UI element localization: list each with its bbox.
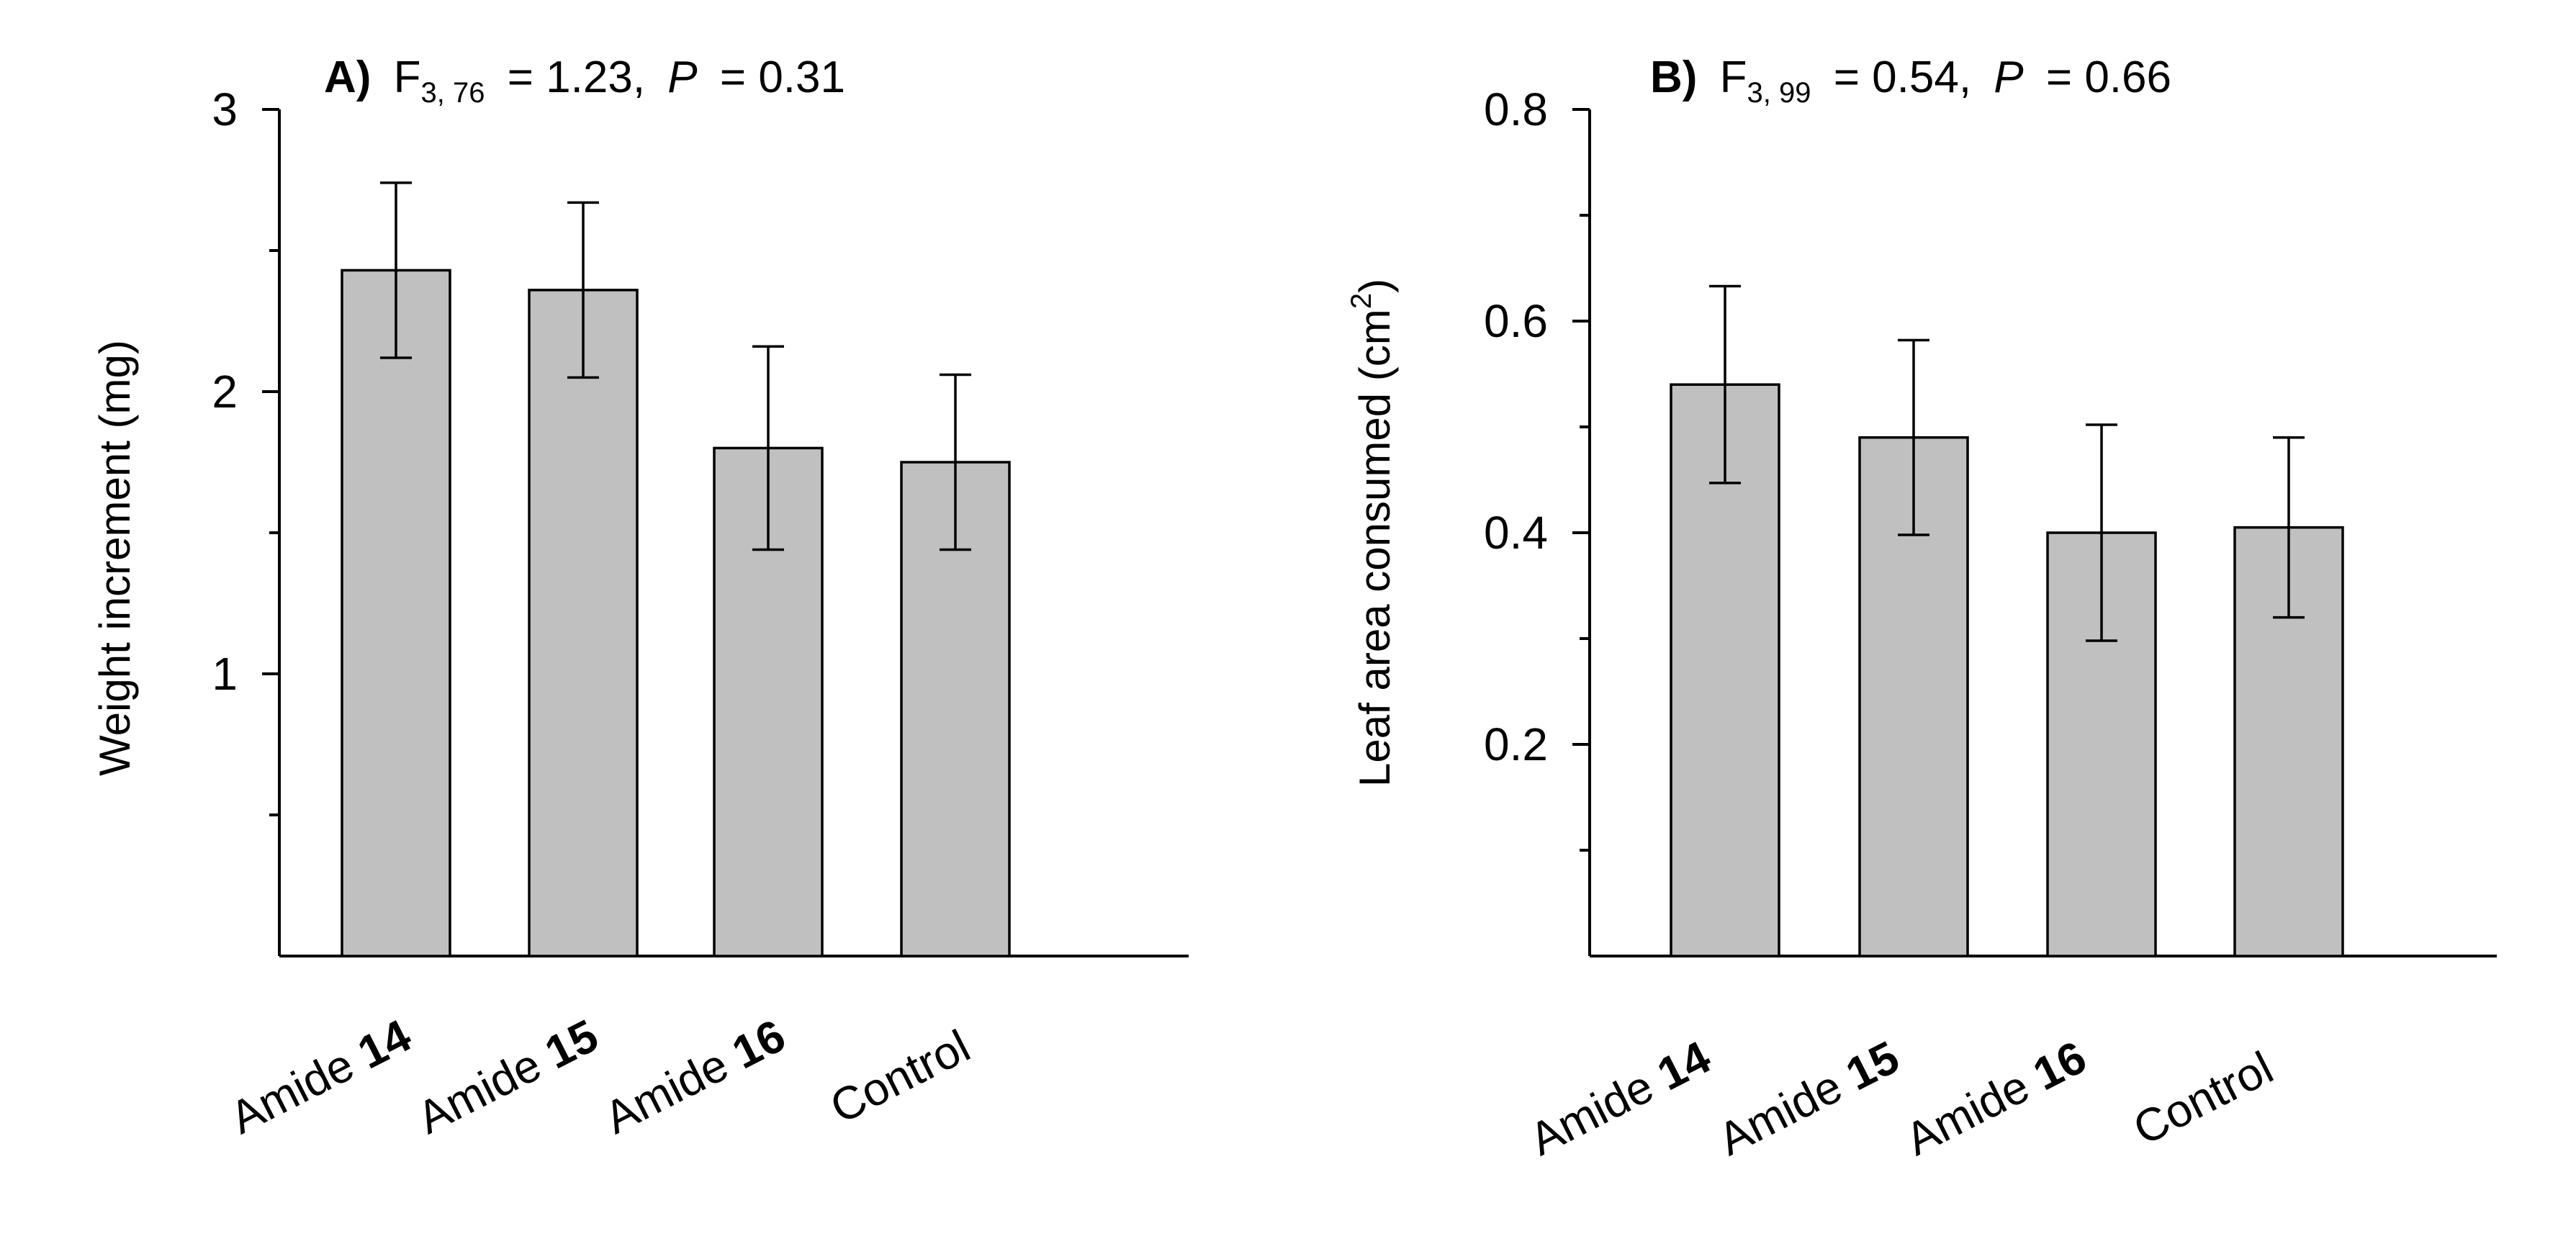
y-tick-label: 0.2 — [1484, 718, 1548, 770]
panel-a-title: A) F3, 76 = 1.23, P = 0.31 — [324, 53, 845, 112]
panel-b: B) F3, 99 = 0.54, P = 0.66 Leaf area con… — [1346, 53, 2497, 1166]
panel-a-y-axis-label: Weight increment (mg) — [91, 340, 139, 776]
panel-b-y-axis-label: Leaf area consumed (cm2) — [1346, 279, 1399, 787]
x-tick-label: Control — [2125, 1041, 2282, 1155]
y-tick-label: 0.4 — [1484, 507, 1548, 559]
x-tick-label: Amide 14 — [222, 1009, 419, 1144]
x-tick-label: Amide 15 — [409, 1009, 606, 1144]
x-tick-label: Amide 16 — [596, 1009, 793, 1144]
y-tick-label: 0.6 — [1484, 295, 1548, 347]
y-tick-label: 2 — [212, 366, 238, 418]
x-tick-label: Amide 15 — [1710, 1031, 1907, 1166]
y-tick-label: 0.8 — [1484, 84, 1548, 135]
bar — [341, 269, 451, 957]
panel-b-title: B) F3, 99 = 0.54, P = 0.66 — [1650, 53, 2171, 112]
x-tick-label: Control — [822, 1019, 978, 1133]
x-tick-label: Amide 16 — [1897, 1031, 2094, 1166]
bar — [528, 289, 639, 957]
panel-a: A) F3, 76 = 1.23, P = 0.31 Weight increm… — [91, 53, 1189, 1144]
y-tick-label: 3 — [212, 84, 238, 135]
x-tick-label: Amide 14 — [1521, 1031, 1719, 1166]
y-tick-label: 1 — [212, 648, 238, 700]
